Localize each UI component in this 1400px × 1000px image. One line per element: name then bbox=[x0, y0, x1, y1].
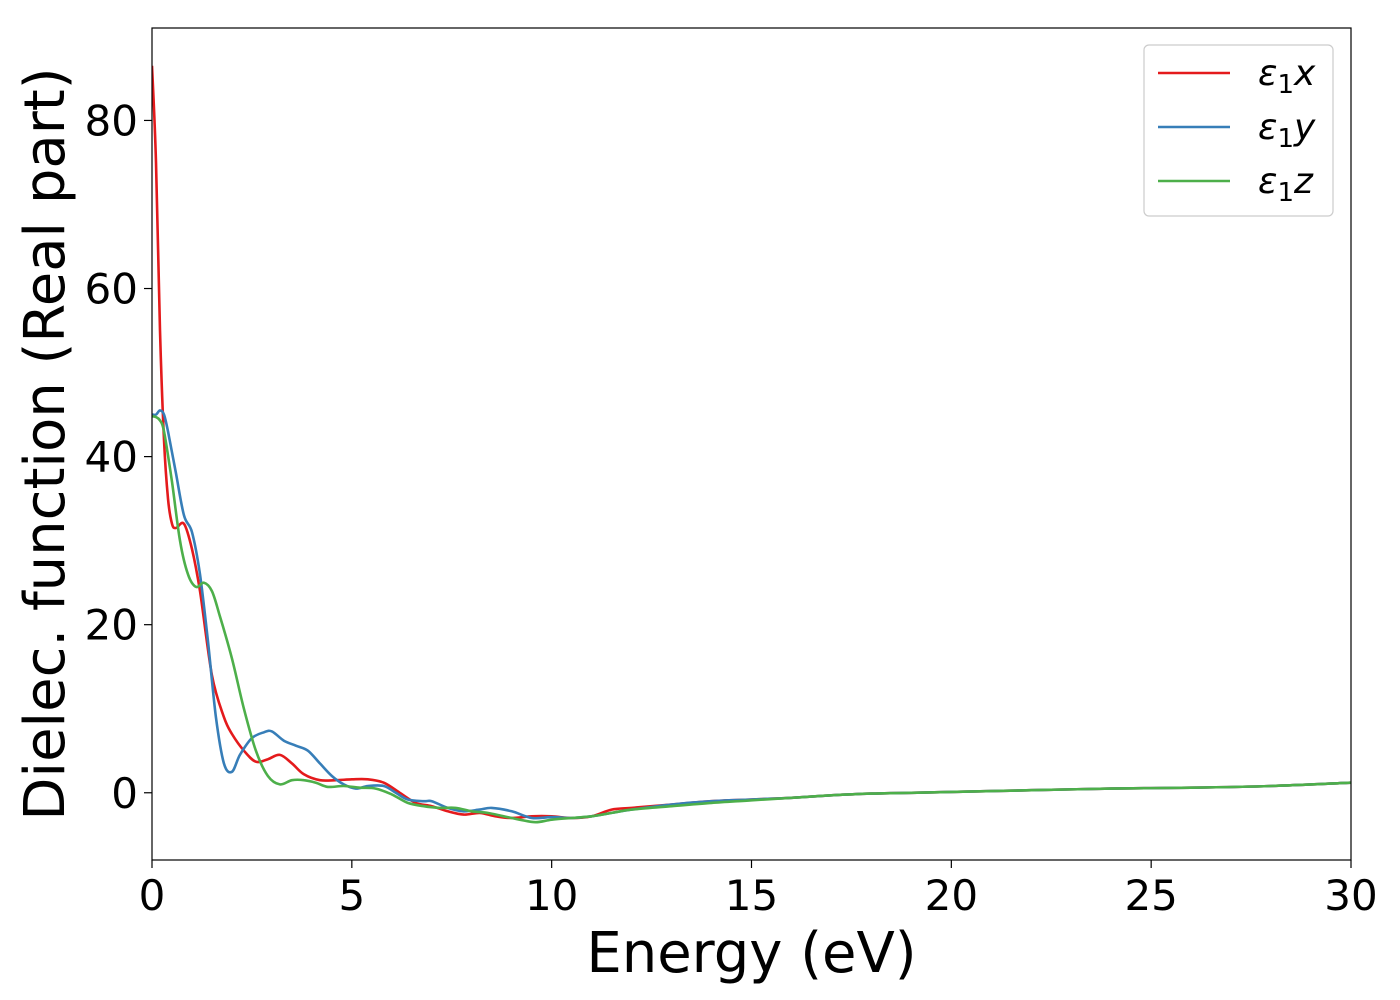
legend-label-y: ε1y bbox=[1258, 107, 1316, 154]
x-axis-label: Energy (eV) bbox=[586, 921, 916, 986]
x-tick-label: 10 bbox=[525, 871, 578, 920]
y-axis: 0 20 40 60 80 bbox=[85, 96, 152, 818]
y-tick-label: 60 bbox=[85, 265, 138, 314]
series-line-z bbox=[152, 415, 1351, 824]
x-tick-label: 0 bbox=[139, 871, 166, 920]
legend-label-z: ε1z bbox=[1258, 161, 1314, 208]
y-tick-label: 80 bbox=[85, 96, 138, 145]
x-tick-label: 20 bbox=[925, 871, 978, 920]
x-axis: 0 5 10 15 20 25 30 bbox=[139, 860, 1378, 920]
y-axis-label: Dielec. function (Real part) bbox=[13, 67, 78, 820]
series-line-y bbox=[152, 409, 1351, 820]
x-tick-label: 30 bbox=[1324, 871, 1377, 920]
series-layer bbox=[152, 65, 1351, 824]
legend-label-x: ε1x bbox=[1258, 53, 1316, 100]
legend-box bbox=[1143, 44, 1334, 217]
x-tick-label: 5 bbox=[338, 871, 365, 920]
y-tick-label: 0 bbox=[111, 769, 138, 818]
x-tick-label: 15 bbox=[725, 871, 778, 920]
legend: ε1x ε1y ε1z bbox=[1143, 44, 1334, 217]
x-tick-label: 25 bbox=[1124, 871, 1177, 920]
y-tick-label: 40 bbox=[85, 433, 138, 482]
y-tick-label: 20 bbox=[85, 601, 138, 650]
